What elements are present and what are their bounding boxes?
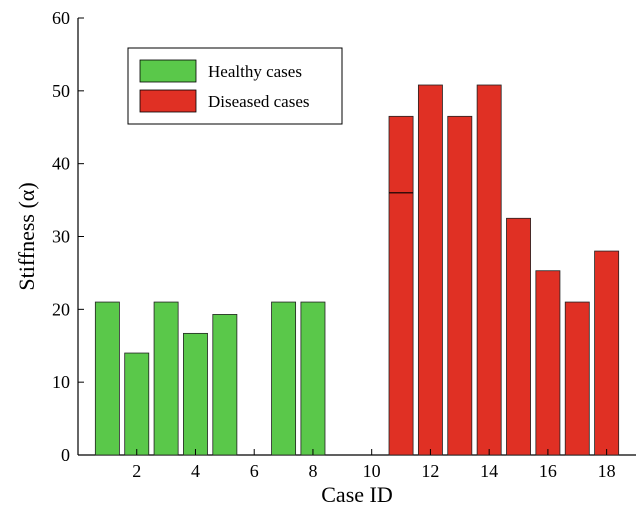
x-tick-label-18: 18 bbox=[598, 461, 616, 481]
bar-healthy-case-3 bbox=[153, 301, 179, 456]
bar-diseased-case-13 bbox=[447, 115, 473, 456]
y-axis-label: Stiffness (α) bbox=[14, 182, 39, 290]
bars-group bbox=[94, 84, 620, 456]
bar-healthy-case-4 bbox=[183, 332, 208, 456]
x-tick-label-6: 6 bbox=[250, 461, 259, 481]
legend-label-healthy: Healthy cases bbox=[208, 62, 302, 81]
x-tick-label-8: 8 bbox=[308, 461, 317, 481]
y-tick-label-20: 20 bbox=[52, 299, 70, 319]
y-tick-label-30: 30 bbox=[52, 227, 70, 247]
y-tick-label-60: 60 bbox=[52, 8, 70, 28]
x-tick-label-10: 10 bbox=[363, 461, 381, 481]
legend-swatch-diseased bbox=[139, 89, 197, 113]
x-tick-label-16: 16 bbox=[539, 461, 557, 481]
y-tick-label-50: 50 bbox=[52, 81, 70, 101]
y-tick-label-10: 10 bbox=[52, 372, 70, 392]
bar-diseased-case-18 bbox=[594, 250, 620, 456]
x-tick-label-14: 14 bbox=[480, 461, 498, 481]
bar-healthy-case-2 bbox=[124, 352, 150, 456]
bar-healthy-case-7 bbox=[271, 301, 297, 456]
bar-diseased-case-16 bbox=[535, 270, 561, 456]
y-tick-label-40: 40 bbox=[52, 154, 70, 174]
bar-diseased-case-17 bbox=[564, 301, 590, 456]
legend-box bbox=[127, 47, 343, 125]
legend-swatch-healthy bbox=[139, 59, 197, 83]
bar-diseased-case-14 bbox=[476, 84, 502, 456]
y-axis-ticks: 0 10 20 30 40 50 60 bbox=[52, 8, 84, 465]
legend-label-diseased: Diseased cases bbox=[208, 92, 310, 111]
x-axis-ticks: 2 4 6 8 10 12 14 16 18 bbox=[132, 449, 616, 481]
x-tick-label-2: 2 bbox=[132, 461, 141, 481]
bar-healthy-case-1 bbox=[94, 301, 120, 456]
legend: Healthy cases Diseased cases bbox=[127, 47, 343, 125]
x-axis-label: Case ID bbox=[321, 482, 392, 507]
x-tick-label-4: 4 bbox=[191, 461, 200, 481]
bar-diseased-case-12 bbox=[417, 84, 443, 456]
y-tick-label-0: 0 bbox=[61, 445, 70, 465]
bar-diseased-case-11 bbox=[388, 115, 414, 456]
x-tick-label-12: 12 bbox=[421, 461, 439, 481]
bar-healthy-case-8 bbox=[300, 301, 326, 456]
bar-diseased-case-15 bbox=[506, 217, 531, 456]
bar-healthy-case-5 bbox=[212, 314, 238, 456]
